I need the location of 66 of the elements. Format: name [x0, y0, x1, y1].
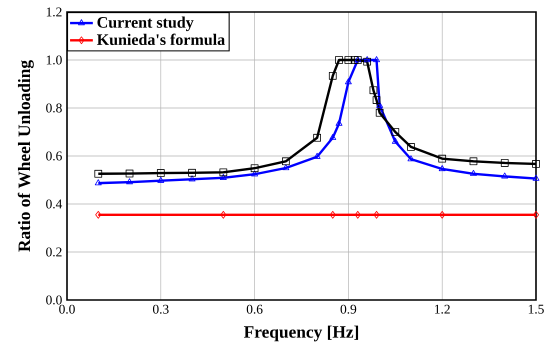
- y-tick-label: 0.4: [46, 199, 62, 209]
- point: [372, 96, 380, 104]
- point: [329, 134, 336, 140]
- point: [344, 56, 352, 64]
- point: [313, 134, 322, 142]
- point: [94, 170, 102, 178]
- point: [354, 210, 361, 219]
- point: [95, 210, 102, 219]
- point: [408, 155, 414, 162]
- point: [363, 58, 372, 66]
- point: [376, 102, 384, 108]
- point: [188, 175, 196, 182]
- point: [364, 56, 371, 62]
- point: [328, 72, 337, 80]
- point: [251, 170, 258, 176]
- point: [376, 108, 384, 117]
- point: [533, 210, 539, 219]
- point: [335, 56, 343, 64]
- x-tick-label: 1.5: [528, 304, 544, 314]
- x-tick-label: 0.3: [152, 304, 169, 314]
- point: [500, 159, 509, 167]
- point: [373, 56, 380, 62]
- x-tick-label: 0.0: [59, 304, 75, 314]
- point: [330, 210, 336, 219]
- y-tick-label: 1.0: [46, 55, 62, 65]
- x-axis-title: Frequency [Hz]: [244, 326, 358, 342]
- point: [282, 164, 290, 170]
- point: [501, 172, 508, 179]
- point: [438, 165, 446, 172]
- x-tick-label: 0.9: [340, 304, 356, 314]
- point: [350, 56, 359, 64]
- point: [126, 178, 133, 184]
- point: [188, 168, 196, 177]
- point: [220, 174, 227, 180]
- point: [470, 157, 478, 166]
- y-axis-title: Ratio of Wheel Unloading: [18, 60, 34, 252]
- point: [470, 170, 477, 176]
- y-tick-label: 0.8: [46, 103, 62, 113]
- point: [156, 169, 165, 177]
- point: [250, 164, 258, 172]
- y-tick-label: 0.6: [46, 151, 62, 161]
- point: [94, 179, 102, 186]
- x-tick-label: 1.2: [435, 304, 450, 314]
- legend-label: Current study: [97, 16, 194, 32]
- point: [407, 143, 415, 151]
- point: [157, 176, 164, 183]
- y-tick-label: 0.2: [46, 247, 62, 257]
- point: [220, 210, 226, 219]
- point: [532, 160, 540, 168]
- y-tick-label: 1.2: [46, 8, 62, 17]
- legend-label: Kunieda's formula: [96, 34, 225, 46]
- point: [392, 138, 399, 144]
- point: [314, 152, 321, 159]
- point: [126, 170, 134, 178]
- point: [336, 120, 342, 126]
- point: [439, 210, 446, 219]
- point: [438, 154, 446, 163]
- x-tick-label: 0.6: [246, 304, 263, 314]
- point: [219, 168, 228, 176]
- point: [391, 128, 400, 136]
- point: [532, 174, 540, 181]
- point: [374, 210, 380, 219]
- point: [345, 78, 352, 84]
- point: [282, 157, 290, 166]
- y-tick-label: 0.0: [46, 295, 62, 305]
- point: [370, 86, 378, 94]
